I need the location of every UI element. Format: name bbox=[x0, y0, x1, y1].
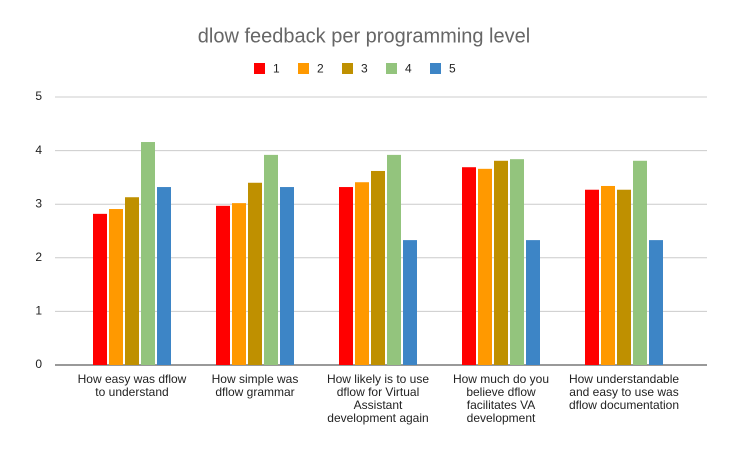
y-tick-label: 3 bbox=[35, 196, 42, 210]
bar bbox=[494, 160, 508, 365]
bar bbox=[109, 209, 123, 365]
x-tick-label: How likely is to use dflow for Virtual A… bbox=[326, 372, 430, 425]
bar bbox=[355, 182, 369, 365]
legend-swatch bbox=[298, 63, 309, 74]
bar bbox=[633, 160, 647, 365]
bar bbox=[157, 187, 171, 365]
legend-label: 4 bbox=[405, 62, 412, 76]
legend-swatch bbox=[430, 63, 441, 74]
bar bbox=[232, 203, 246, 365]
legend-label: 1 bbox=[273, 62, 280, 76]
y-tick-label: 1 bbox=[35, 304, 42, 318]
bar bbox=[403, 240, 417, 365]
x-tick-label: How much do you believe dflow facilitate… bbox=[452, 372, 550, 425]
bar bbox=[601, 185, 615, 365]
bar bbox=[248, 182, 262, 365]
bar bbox=[478, 168, 492, 365]
bar bbox=[371, 170, 385, 365]
y-tick-label: 5 bbox=[35, 89, 42, 103]
bar bbox=[510, 159, 524, 365]
legend-label: 3 bbox=[361, 62, 368, 76]
x-tick-label: How easy was dflow to understand bbox=[77, 372, 187, 399]
x-tick-label: How simple was dflow grammar bbox=[211, 372, 299, 399]
bar bbox=[462, 167, 476, 365]
legend-swatch bbox=[254, 63, 265, 74]
bar bbox=[617, 189, 631, 365]
bar bbox=[216, 205, 230, 365]
bar bbox=[526, 240, 540, 365]
bar bbox=[339, 187, 353, 365]
bar bbox=[141, 142, 155, 365]
legend-label: 2 bbox=[317, 62, 324, 76]
legend-label: 5 bbox=[449, 62, 456, 76]
y-tick-label: 2 bbox=[35, 250, 42, 264]
bar bbox=[585, 189, 599, 365]
legend-swatch bbox=[342, 63, 353, 74]
bar bbox=[649, 240, 663, 365]
y-tick-label: 4 bbox=[35, 143, 42, 157]
bar bbox=[93, 213, 107, 365]
bar bbox=[387, 154, 401, 365]
chart-title: dlow feedback per programming level bbox=[198, 25, 530, 47]
bar bbox=[264, 154, 278, 365]
legend-swatch bbox=[386, 63, 397, 74]
x-tick-label: How understandable and easy to use was d… bbox=[568, 372, 680, 412]
bar bbox=[280, 187, 294, 365]
y-tick-label: 0 bbox=[35, 357, 42, 371]
bar bbox=[125, 197, 139, 365]
